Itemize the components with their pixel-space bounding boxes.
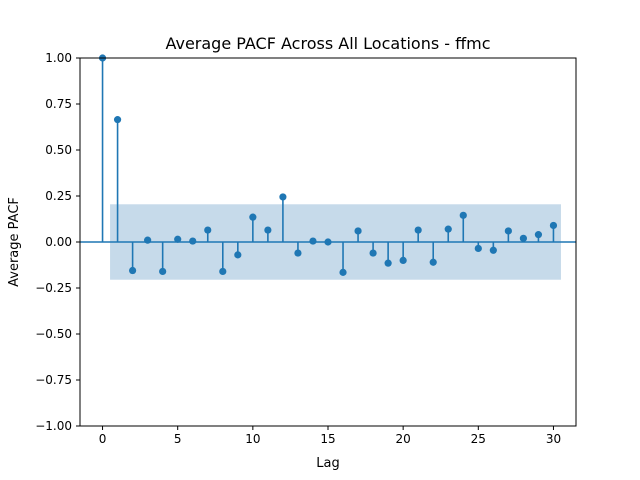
stem-layer bbox=[80, 54, 576, 276]
x-tick-label: 25 bbox=[471, 432, 486, 446]
stem-marker-lag-15 bbox=[324, 238, 332, 246]
stem-marker-lag-21 bbox=[414, 226, 422, 234]
stem-marker-lag-4 bbox=[159, 267, 167, 276]
stem-marker-lag-20 bbox=[399, 256, 407, 264]
stem-marker-lag-26 bbox=[489, 246, 497, 254]
x-axis-label: Lag bbox=[316, 456, 339, 471]
stem-marker-lag-5 bbox=[174, 235, 182, 243]
x-tick-label: 10 bbox=[245, 432, 260, 446]
stem-marker-lag-27 bbox=[504, 227, 512, 235]
stem-marker-lag-1 bbox=[113, 116, 122, 124]
y-tick-label: −0.75 bbox=[35, 373, 72, 387]
y-tick-label: 0.50 bbox=[45, 143, 72, 157]
x-tick-label: 0 bbox=[99, 432, 107, 446]
y-tick-label: 0.25 bbox=[45, 189, 72, 203]
stem-marker-lag-6 bbox=[189, 237, 197, 245]
stem-marker-lag-23 bbox=[444, 225, 452, 233]
stem-marker-lag-2 bbox=[129, 266, 137, 275]
y-tick-label: −0.50 bbox=[35, 327, 72, 341]
x-tick-label: 30 bbox=[546, 432, 561, 446]
y-axis-label: Average PACF bbox=[7, 197, 22, 287]
y-tick-label: −1.00 bbox=[35, 419, 72, 433]
stem-marker-lag-30 bbox=[549, 221, 558, 230]
stem-marker-lag-28 bbox=[519, 234, 527, 242]
stem-marker-lag-18 bbox=[369, 249, 377, 257]
stem-marker-lag-7 bbox=[204, 226, 212, 234]
stem-marker-lag-11 bbox=[264, 226, 272, 234]
x-tick-label: 15 bbox=[320, 432, 335, 446]
y-tick-label: −0.25 bbox=[35, 281, 72, 295]
stem-marker-lag-19 bbox=[384, 259, 392, 267]
stem-marker-lag-24 bbox=[459, 211, 467, 219]
stem-marker-lag-3 bbox=[144, 236, 152, 244]
stem-marker-lag-13 bbox=[294, 249, 302, 257]
stem-marker-lag-12 bbox=[279, 193, 287, 201]
stem-marker-lag-17 bbox=[354, 227, 362, 235]
stem-marker-lag-25 bbox=[474, 244, 482, 253]
stem-marker-lag-16 bbox=[339, 268, 347, 276]
stem-marker-lag-9 bbox=[234, 251, 242, 259]
x-tick-label: 20 bbox=[396, 432, 411, 446]
y-tick-label: 1.00 bbox=[45, 51, 72, 65]
stem-marker-lag-29 bbox=[534, 231, 543, 239]
stem-marker-lag-22 bbox=[429, 258, 437, 266]
stem-marker-lag-10 bbox=[249, 213, 257, 221]
x-tick-label: 5 bbox=[174, 432, 182, 446]
axes-layer: 0 5 10 15 20 25 30 −1.00 −0.75 −0.50 −0.25 0.00 0.25… bbox=[35, 51, 577, 446]
stem-marker-lag-14 bbox=[309, 237, 317, 245]
y-tick-label: 0.75 bbox=[45, 97, 72, 111]
chart-title: Average PACF Across All Locations - ffmc bbox=[165, 34, 490, 53]
stem-marker-lag-8 bbox=[219, 267, 227, 276]
y-tick-label: 0.00 bbox=[45, 235, 72, 249]
